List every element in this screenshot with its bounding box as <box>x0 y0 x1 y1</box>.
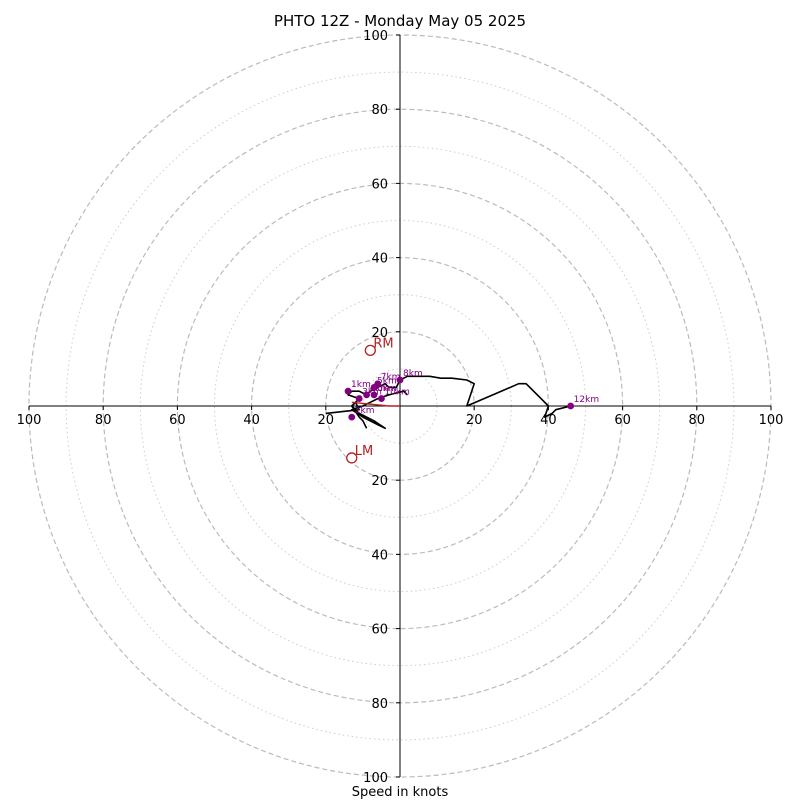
y-tick-label: 60 <box>371 623 388 638</box>
km-marker-point <box>355 395 363 402</box>
x-tick-label: 20 <box>318 413 335 428</box>
km-marker-label: 12km <box>574 395 599 405</box>
km-marker-label: 2km <box>355 406 375 416</box>
y-tick-label: 100 <box>363 29 388 44</box>
km-markers: 1km2km3km4km5km6km7km8km10km12km <box>344 369 599 421</box>
storm-motion-label: RM <box>373 336 393 351</box>
km-marker-point <box>374 380 382 388</box>
y-tick-label: 20 <box>371 326 388 341</box>
km-marker-point <box>370 391 378 399</box>
km-marker-label: 7km <box>381 373 401 383</box>
y-tick-label: 60 <box>371 177 388 192</box>
y-tick-label: 80 <box>371 697 388 712</box>
chart-title: PHTO 12Z - Monday May 05 2025 <box>274 12 526 30</box>
x-tick-label: 60 <box>169 413 186 428</box>
km-marker-point <box>363 391 371 399</box>
x-tick-label: 80 <box>689 413 706 428</box>
x-axis-label: Speed in knots <box>352 785 449 800</box>
storm-motion-point <box>364 344 376 357</box>
x-tick-label: 20 <box>466 413 483 428</box>
km-marker-label: 6km <box>377 384 397 394</box>
km-marker-point <box>348 413 356 421</box>
storm-motion-markers: RM LM <box>346 336 394 464</box>
km-marker-label: 5km <box>377 376 397 386</box>
km-marker-label: 10km <box>384 388 409 398</box>
km-marker-label: 8km <box>403 369 423 379</box>
y-tick-label: 80 <box>371 103 388 118</box>
x-tick-label: 100 <box>17 413 42 428</box>
x-tick-label: 60 <box>614 413 631 428</box>
x-tick-label: 80 <box>95 413 112 428</box>
hodograph-tail-line <box>325 401 368 429</box>
storm-motion-point <box>346 452 358 464</box>
km-marker-point <box>378 395 385 402</box>
y-tick-label: 40 <box>371 252 388 267</box>
y-tick-label: 40 <box>371 548 388 563</box>
y-tick-label: 100 <box>363 771 388 786</box>
km-marker-point <box>344 387 352 395</box>
x-tick-label: 40 <box>243 413 260 428</box>
mean-wind-segment <box>351 401 400 407</box>
hodograph-line <box>347 375 571 430</box>
km-marker-label: 4km <box>370 384 390 394</box>
y-tick-label: 20 <box>371 474 388 489</box>
km-marker-point <box>567 402 575 410</box>
km-marker-label: 1km <box>351 380 371 390</box>
hodograph-trace <box>325 375 571 430</box>
x-tick-label: 100 <box>759 413 784 428</box>
km-marker-point <box>396 376 404 384</box>
storm-motion-label: LM <box>355 444 373 459</box>
